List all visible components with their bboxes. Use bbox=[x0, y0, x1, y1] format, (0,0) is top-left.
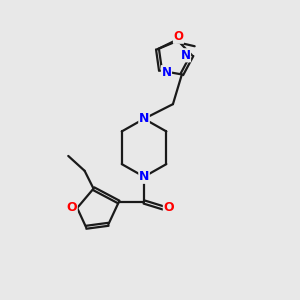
Text: N: N bbox=[161, 66, 172, 79]
Text: N: N bbox=[139, 170, 149, 183]
Text: O: O bbox=[173, 30, 184, 43]
Text: N: N bbox=[181, 49, 190, 62]
Text: O: O bbox=[67, 202, 77, 214]
Text: O: O bbox=[164, 202, 174, 214]
Text: N: N bbox=[139, 112, 149, 125]
